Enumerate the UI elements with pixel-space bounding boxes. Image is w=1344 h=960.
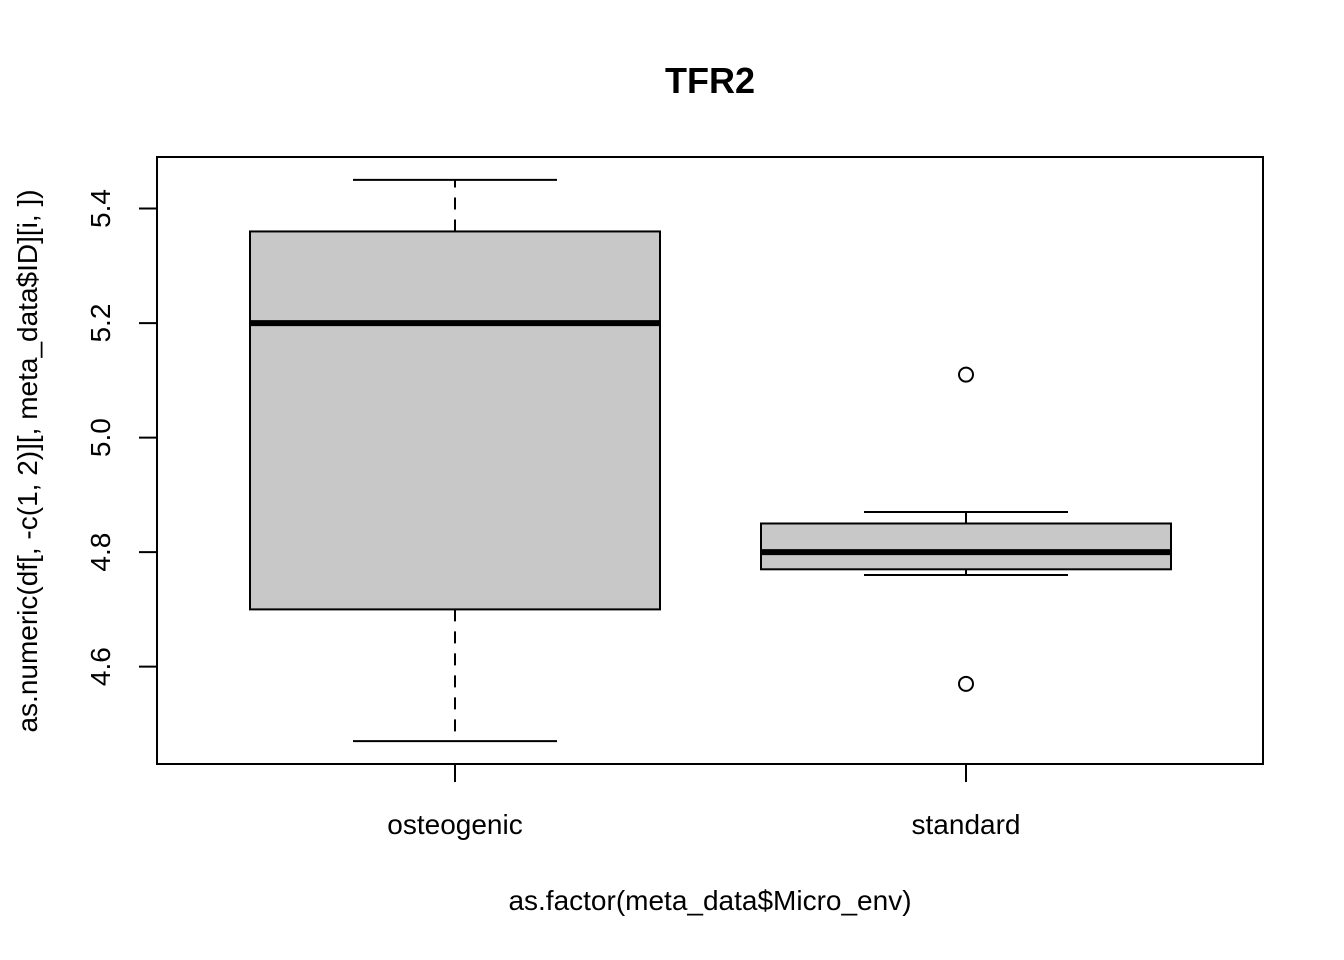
x-tick-label-standard: standard [912, 809, 1021, 840]
box-standard [760, 522, 1172, 571]
y-tick-label: 5.2 [85, 304, 116, 343]
y-tick-label: 5.0 [85, 418, 116, 457]
y-tick-label: 4.8 [85, 533, 116, 572]
chart-title: TFR2 [665, 60, 755, 101]
outlier-point-standard [958, 366, 974, 383]
y-axis-label: as.numeric(df[, -c(1, 2)][, meta_data$ID… [12, 189, 43, 732]
box-osteogenic [249, 230, 661, 611]
plot-frame [156, 156, 1264, 765]
outlier-point-standard [958, 675, 974, 692]
x-tick-label-osteogenic: osteogenic [387, 809, 522, 840]
x-axis-label: as.factor(meta_data$Micro_env) [508, 885, 911, 916]
plot-area: 4.6 4.8 5.0 5.2 5.4 osteogenic standard [85, 178, 1172, 840]
y-tick-label: 4.6 [85, 647, 116, 686]
y-tick-label: 5.4 [85, 189, 116, 228]
